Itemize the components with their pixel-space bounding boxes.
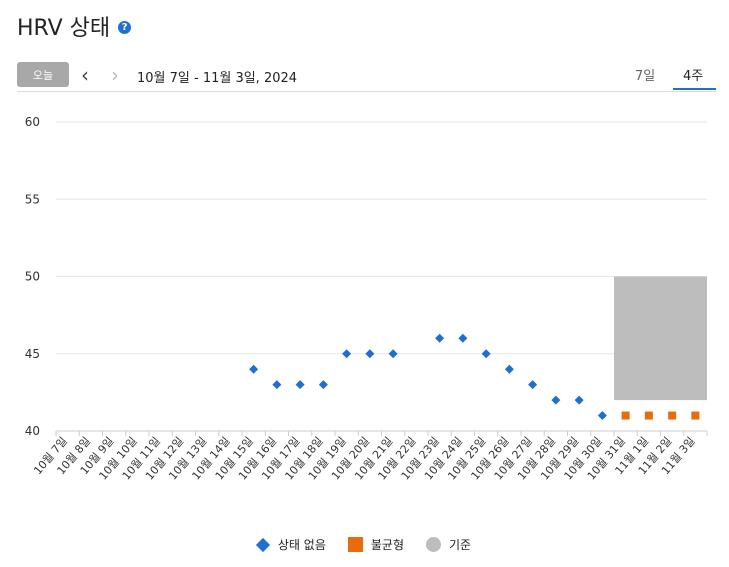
data-point-no-status bbox=[249, 364, 259, 374]
legend-label-unbalanced: 불균형 bbox=[370, 538, 404, 552]
data-point-no-status bbox=[504, 364, 514, 374]
diamond-icon bbox=[255, 537, 270, 552]
data-point-no-status bbox=[295, 380, 305, 390]
page-title: HRV 상태 bbox=[17, 16, 111, 41]
data-point-no-status bbox=[551, 395, 561, 405]
y-tick-label: 45 bbox=[25, 347, 40, 361]
data-point-unbalanced bbox=[621, 411, 630, 420]
legend-item-unbalanced[interactable]: 불균형 bbox=[347, 536, 404, 553]
today-button[interactable]: 오늘 bbox=[17, 62, 69, 87]
square-icon bbox=[347, 537, 363, 552]
data-point-no-status bbox=[458, 333, 468, 343]
chevron-left-icon[interactable]: ‹ bbox=[81, 62, 89, 87]
y-tick-label: 60 bbox=[25, 115, 40, 129]
tab-4-weeks[interactable]: 4주 bbox=[683, 69, 704, 84]
baseline-band bbox=[614, 276, 707, 401]
legend: 상태 없음 불균형 기준 bbox=[0, 536, 729, 553]
chevron-right-icon[interactable]: › bbox=[111, 62, 119, 87]
data-point-no-status bbox=[388, 349, 398, 359]
toolbar: 오늘 ‹ › 10월 7일 - 11월 3일, 2024 7일 4주 bbox=[17, 62, 717, 92]
tab-7-days[interactable]: 7일 bbox=[635, 69, 656, 84]
y-tick-label: 40 bbox=[25, 424, 40, 438]
date-range-label: 10월 7일 - 11월 3일, 2024 bbox=[137, 71, 298, 86]
data-point-no-status bbox=[342, 349, 352, 359]
data-point-no-status bbox=[272, 380, 282, 390]
y-axis: 40 45 50 55 60 bbox=[25, 115, 40, 438]
data-point-unbalanced bbox=[644, 411, 653, 420]
y-tick-label: 50 bbox=[25, 270, 40, 284]
data-point-no-status bbox=[435, 333, 445, 343]
y-tick-label: 55 bbox=[25, 192, 40, 206]
grid bbox=[56, 121, 707, 355]
data-marks bbox=[249, 333, 700, 421]
data-point-unbalanced bbox=[691, 411, 700, 420]
data-point-no-status bbox=[481, 349, 491, 359]
data-point-no-status bbox=[574, 395, 584, 405]
legend-label-baseline: 기준 bbox=[449, 538, 472, 552]
data-point-no-status bbox=[318, 380, 328, 390]
help-icon[interactable]: ? bbox=[118, 20, 132, 34]
legend-item-no-status[interactable]: 상태 없음 bbox=[255, 536, 326, 553]
circle-icon bbox=[426, 537, 441, 552]
toolbar-divider bbox=[17, 91, 716, 92]
title-row: HRV 상태 ? bbox=[17, 10, 132, 42]
baseline-band-layer bbox=[614, 276, 707, 401]
data-point-no-status bbox=[528, 380, 538, 390]
data-point-unbalanced bbox=[668, 411, 677, 420]
data-point-no-status bbox=[365, 349, 375, 359]
data-point-no-status bbox=[597, 411, 607, 421]
legend-label-no-status: 상태 없음 bbox=[277, 538, 326, 552]
legend-item-baseline[interactable]: 기준 bbox=[426, 536, 471, 553]
active-tab-indicator bbox=[673, 88, 716, 90]
